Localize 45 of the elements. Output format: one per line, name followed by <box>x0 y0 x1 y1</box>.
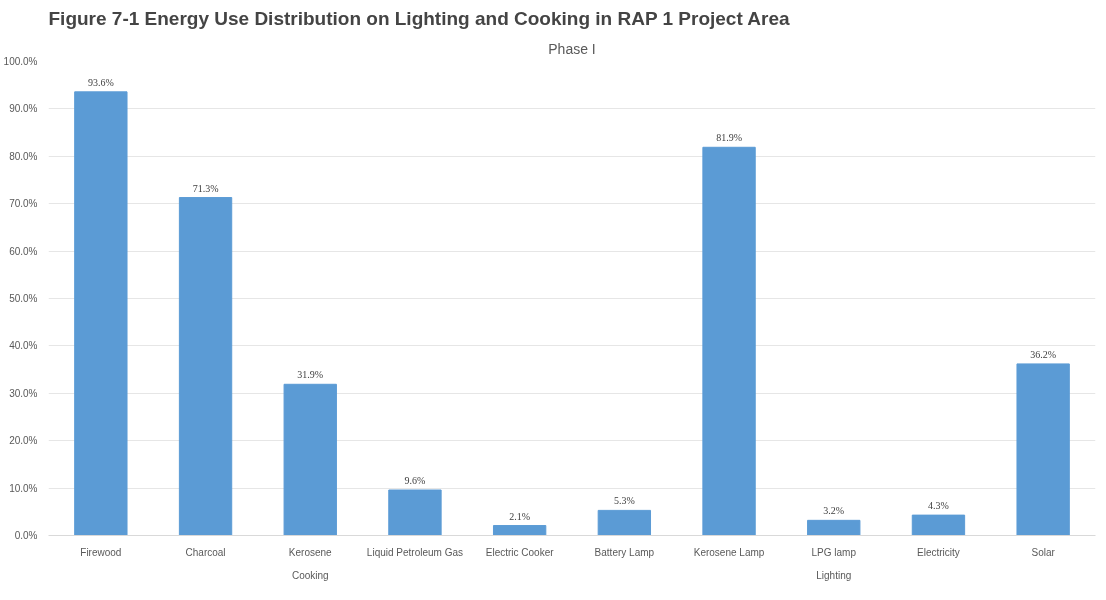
data-label: 31.9% <box>297 369 324 381</box>
bar <box>597 509 652 536</box>
x-tick-label: Electric Cooker <box>485 546 555 558</box>
chart-subtitle: Phase I <box>548 40 596 57</box>
data-label: 71.3% <box>192 182 219 194</box>
data-label: 3.2% <box>823 505 845 517</box>
bar <box>178 197 233 536</box>
bar <box>1016 363 1070 536</box>
data-label: 9.6% <box>404 475 426 486</box>
y-tick-label: 50.0% <box>9 293 38 304</box>
x-tick-label: Battery Lamp <box>594 546 655 558</box>
bar <box>492 525 547 536</box>
y-tick-label: 40.0% <box>9 340 38 352</box>
x-tick-label: Kerosene <box>288 546 333 558</box>
x-tick-label: Liquid Petroleum Gas <box>366 546 464 558</box>
bar <box>702 146 756 536</box>
text: Lighting <box>816 570 852 581</box>
data-label: 2.1% <box>509 510 531 522</box>
x-tick-label: LPG lamp <box>811 546 857 558</box>
text: Cooking <box>291 570 329 581</box>
y-tick-label: 0.0% <box>14 530 38 541</box>
data-label: 36.2% <box>1030 348 1057 360</box>
x-tick-label: Electricity <box>917 546 960 558</box>
x-tick-label: Kerosene Lamp <box>693 546 765 558</box>
data-label: 4.3% <box>928 500 949 512</box>
y-tick-label: 70.0% <box>9 198 38 210</box>
y-tick-label: 90.0% <box>9 103 38 115</box>
y-tick-label: 30.0% <box>9 387 38 399</box>
bar <box>388 489 442 536</box>
data-label: 5.3% <box>613 495 635 507</box>
y-tick-label: 80.0% <box>9 150 38 162</box>
bar <box>807 519 861 536</box>
y-tick-label: 20.0% <box>9 435 38 447</box>
bar <box>283 383 337 536</box>
chart-title: Figure 7-1 Energy Use Distribution on Lighting and Cooking in RAP 1 Project Area <box>48 7 791 29</box>
bar <box>74 91 128 536</box>
y-tick-label: 100.0% <box>3 56 38 67</box>
data-label: 93.6% <box>87 76 114 88</box>
x-tick-label: Solar <box>1031 546 1056 558</box>
x-tick-label: Charcoal <box>185 546 226 558</box>
data-label: 81.9% <box>716 132 742 144</box>
y-tick-label: 10.0% <box>9 482 38 494</box>
bar <box>911 514 966 536</box>
x-tick-label: Firewood <box>80 546 122 558</box>
y-tick-label: 60.0% <box>9 245 38 257</box>
